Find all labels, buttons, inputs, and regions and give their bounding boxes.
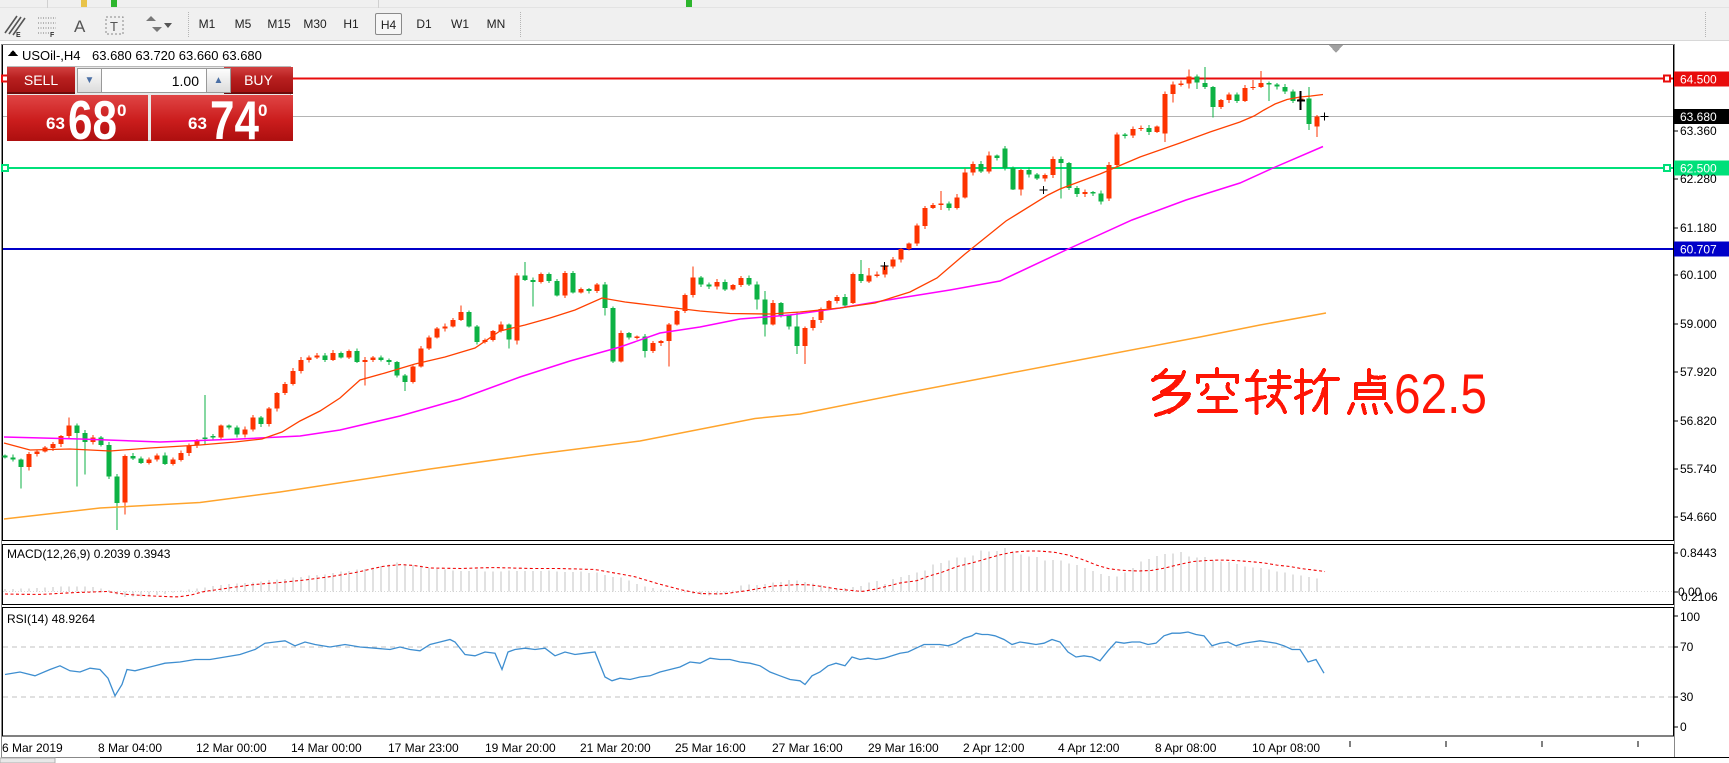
svg-text:8 Mar 04:00: 8 Mar 04:00 <box>98 741 162 755</box>
svg-text:USOil-,H4: USOil-,H4 <box>22 48 81 63</box>
svg-text:62.280: 62.280 <box>1680 172 1717 186</box>
svg-text:57.920: 57.920 <box>1680 365 1717 379</box>
svg-text:F: F <box>50 32 55 39</box>
svg-text:MACD(12,26,9) 0.2039 0.3943: MACD(12,26,9) 0.2039 0.3943 <box>7 547 171 561</box>
svg-text:64.500: 64.500 <box>1680 73 1717 87</box>
svg-text:60.100: 60.100 <box>1680 268 1717 282</box>
svg-text:0.2106: 0.2106 <box>1681 590 1718 604</box>
svg-text:E: E <box>16 32 21 39</box>
svg-text:59.000: 59.000 <box>1680 317 1717 331</box>
svg-text:8 Apr 08:00: 8 Apr 08:00 <box>1155 741 1217 755</box>
svg-text:19 Mar 20:00: 19 Mar 20:00 <box>485 741 556 755</box>
svg-text:RSI(14) 48.9264: RSI(14) 48.9264 <box>7 612 95 626</box>
svg-text:100: 100 <box>1680 610 1700 624</box>
svg-text:29 Mar 16:00: 29 Mar 16:00 <box>868 741 939 755</box>
svg-text:56.820: 56.820 <box>1680 414 1717 428</box>
svg-text:60.707: 60.707 <box>1680 243 1717 257</box>
svg-text:6 Mar 2019: 6 Mar 2019 <box>2 741 63 755</box>
svg-text:63.680: 63.680 <box>1680 110 1717 124</box>
svg-text:4 Apr 12:00: 4 Apr 12:00 <box>1058 741 1120 755</box>
svg-text:14 Mar 00:00: 14 Mar 00:00 <box>291 741 362 755</box>
svg-text:21 Mar 20:00: 21 Mar 20:00 <box>580 741 651 755</box>
svg-text:30: 30 <box>1680 690 1694 704</box>
svg-text:62.5: 62.5 <box>1394 362 1487 425</box>
svg-text:62.500: 62.500 <box>1680 162 1717 176</box>
svg-text:70: 70 <box>1680 640 1694 654</box>
svg-text:17 Mar 23:00: 17 Mar 23:00 <box>388 741 459 755</box>
svg-text:2 Apr 12:00: 2 Apr 12:00 <box>963 741 1025 755</box>
svg-text:63.680 63.720 63.660 63.680: 63.680 63.720 63.660 63.680 <box>92 48 262 63</box>
svg-text:54.660: 54.660 <box>1680 510 1717 524</box>
svg-text:63.360: 63.360 <box>1680 124 1717 138</box>
svg-text:T: T <box>110 19 118 34</box>
svg-text:10 Apr 08:00: 10 Apr 08:00 <box>1252 741 1320 755</box>
svg-text:0.8443: 0.8443 <box>1680 546 1717 560</box>
svg-text:12 Mar 00:00: 12 Mar 00:00 <box>196 741 267 755</box>
svg-text:0.00: 0.00 <box>1678 585 1702 599</box>
svg-text:27 Mar 16:00: 27 Mar 16:00 <box>772 741 843 755</box>
svg-text:55.740: 55.740 <box>1680 462 1717 476</box>
svg-text:25 Mar 16:00: 25 Mar 16:00 <box>675 741 746 755</box>
svg-text:0: 0 <box>1680 720 1687 734</box>
svg-text:61.180: 61.180 <box>1680 221 1717 235</box>
svg-text:A: A <box>74 17 86 36</box>
